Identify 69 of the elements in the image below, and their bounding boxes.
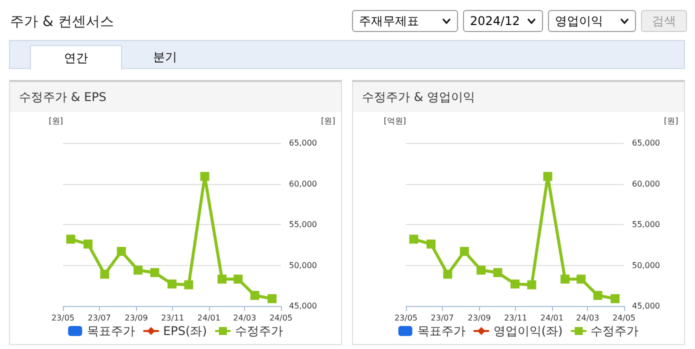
dropdown-field: 2024/12	[463, 10, 543, 32]
chart-title: 수정주가 & 영업이익	[353, 82, 684, 112]
y2-tick-label: 60,000	[632, 179, 660, 188]
dropdown-field: 주재무제표	[352, 10, 458, 32]
y2-tick-label: 65,000	[289, 138, 317, 148]
x-tick-label: 23/09	[124, 314, 148, 322]
point	[200, 172, 210, 181]
point	[268, 294, 277, 304]
x-tick-label: 23/05	[394, 314, 418, 322]
y2-tick-label: 45,000	[632, 302, 660, 310]
point	[84, 240, 93, 249]
legend-label: EPS(좌)	[163, 324, 207, 338]
legend-label: 영업이익(좌)	[493, 324, 563, 338]
x-tick-label: 24/03	[233, 314, 256, 322]
point	[460, 246, 469, 256]
text: 분기	[152, 48, 178, 66]
y2-axis-title: [원]	[321, 116, 336, 126]
chart-title: 수정주가 & EPS	[10, 82, 341, 112]
x-tick-label: 24/05	[269, 314, 293, 322]
point	[576, 274, 586, 284]
x-tick-label: 23/07	[88, 314, 111, 322]
search-button: 검색	[641, 10, 687, 32]
point	[100, 270, 110, 279]
point	[426, 240, 436, 249]
y2-tick-label: 65,000	[632, 138, 660, 148]
x-tick-label: 24/01	[197, 314, 220, 322]
legend-label: 목표주가	[417, 324, 466, 338]
point	[168, 279, 176, 288]
point	[150, 268, 160, 278]
y-axis-title: [억원]	[384, 116, 406, 126]
y2-tick-label: 55,000	[289, 220, 317, 229]
y2-tick-label: 50,000	[632, 260, 660, 270]
x-tick-label: 23/11	[504, 314, 528, 322]
point	[66, 234, 76, 244]
point	[184, 280, 194, 290]
point	[610, 294, 620, 304]
point	[476, 266, 486, 275]
x-tick-label: 24/05	[612, 314, 636, 322]
text: 연간	[30, 45, 122, 70]
x-tick-label: 24/01	[540, 314, 564, 322]
x-tick-label: 23/09	[468, 314, 491, 322]
point	[234, 274, 243, 284]
point	[527, 280, 536, 290]
point	[493, 268, 502, 278]
point	[510, 279, 520, 288]
y2-tick-label: 45,000	[289, 302, 317, 310]
x-tick-label: 23/05	[51, 314, 75, 322]
y2-axis-title: [원]	[664, 116, 678, 126]
legend-label: 수정주가	[234, 324, 283, 338]
y2-tick-label: 60,000	[289, 179, 317, 188]
point	[218, 274, 227, 284]
x-tick-label: 23/07	[430, 314, 454, 322]
point	[250, 290, 260, 300]
point	[543, 172, 552, 181]
dropdown-field: 영업이익	[548, 10, 636, 32]
y2-tick-label: 55,000	[632, 220, 660, 229]
legend-label: 목표주가	[87, 324, 136, 338]
x-tick-label: 24/03	[576, 314, 600, 322]
point	[443, 270, 452, 279]
point	[560, 274, 570, 284]
point	[134, 266, 143, 275]
point	[409, 234, 418, 244]
point	[116, 246, 126, 256]
y-axis-title: [원]	[48, 116, 63, 126]
text: 주가 & 컨센서스	[10, 13, 114, 31]
y2-tick-label: 50,000	[289, 260, 317, 270]
point	[593, 290, 602, 300]
x-tick-label: 23/11	[161, 314, 184, 322]
legend-label: 수정주가	[590, 324, 639, 338]
